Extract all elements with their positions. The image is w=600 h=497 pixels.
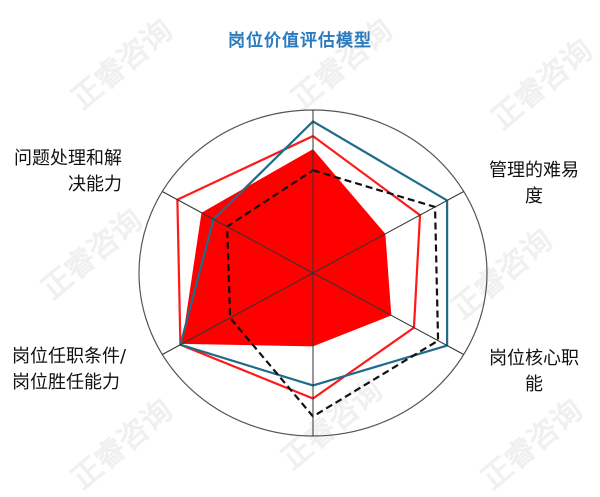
axis-label-qualification: 岗位任职条件/ 岗位胜任能力 — [12, 344, 126, 396]
axis-label-line: 能 — [525, 374, 543, 395]
axis-spoke-1 — [312, 191, 464, 274]
axis-label-core-function: 岗位核心职 能 — [487, 346, 581, 398]
axis-spoke-2 — [312, 272, 464, 355]
axis-label-problem-solving: 问题处理和解 决能力 — [14, 146, 122, 198]
axis-spoke-4 — [162, 272, 314, 355]
axis-label-line: 决能力 — [68, 174, 122, 195]
axis-label-line: 岗位任职条件/ — [12, 346, 127, 367]
chart-title: 岗位价值评估模型 — [228, 31, 372, 51]
radar-chart — [138, 109, 488, 437]
axis-label-line: 岗位核心职 — [489, 348, 579, 369]
axis-label-management: 管理的难易 度 — [487, 158, 581, 210]
axis-label-line: 问题处理和解 — [14, 148, 122, 169]
axis-label-line: 度 — [525, 186, 543, 207]
axis-spoke-5 — [162, 191, 314, 274]
axis-label-line: 管理的难易 — [489, 160, 579, 181]
axis-label-line: 岗位胜任能力 — [12, 372, 120, 393]
